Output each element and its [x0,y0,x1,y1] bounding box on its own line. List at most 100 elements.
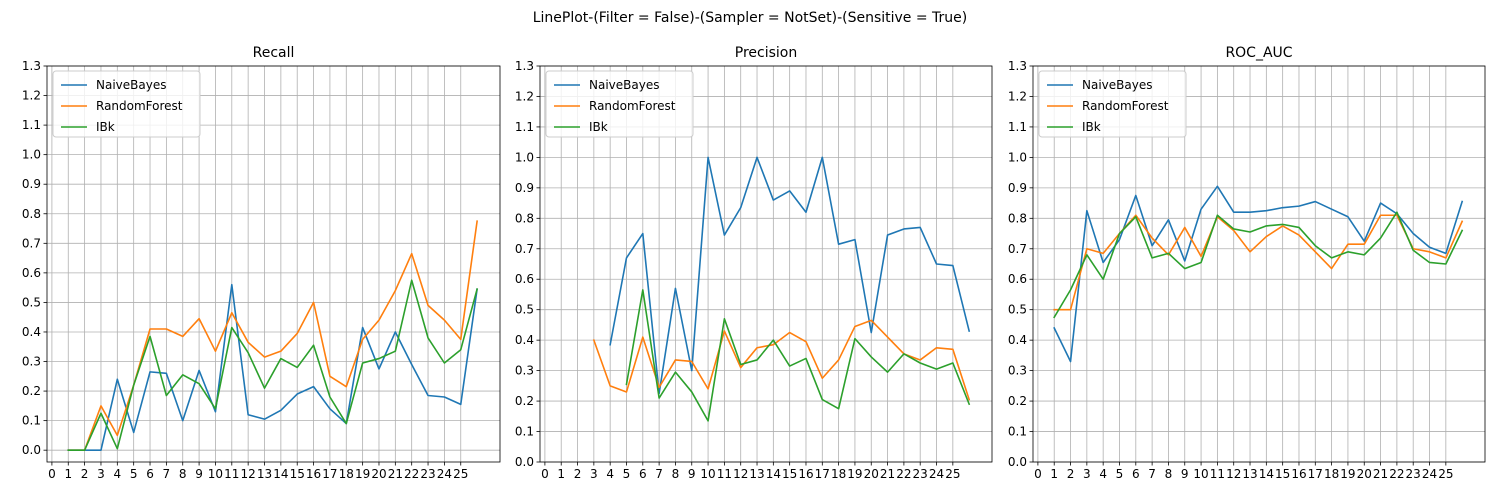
roc-auc-y-tick-label: 0.6 [1008,272,1027,286]
roc-auc-x-tick-label: 17 [1308,467,1323,481]
roc-auc-legend-label-naivebayes: NaiveBayes [1082,78,1152,92]
roc-auc-x-tick-label: 2 [1067,467,1075,481]
roc-auc-x-tick-label: 19 [1340,467,1355,481]
recall-x-tick-label: 4 [114,467,122,481]
precision-x-tick-label: 11 [717,467,732,481]
recall-legend-box [52,70,201,138]
recall-y-tick-label: 0.8 [22,207,41,221]
precision-panel: Precision 0 1 2 3 4 5 6 7 8 9 10 11 12 13 14 15 16 17 18 19… [515,45,993,481]
recall-x-tick-label: 3 [97,467,105,481]
recall-x-tick-label: 24 [437,467,452,481]
recall-title: Recall [253,45,295,61]
precision-y-tick-label: 1.3 [515,59,534,73]
roc-auc-legend-box [1038,70,1187,138]
roc-auc-x-tick-label: 8 [1165,467,1173,481]
recall-legend-label-ibk: IBk [96,120,115,134]
precision-y-tick-label: 1.1 [515,120,534,134]
figure-title: LinePlot-(Filter = False)-(Sampler = Not… [533,10,968,26]
precision-legend-label-naivebayes: NaiveBayes [589,78,659,92]
precision-x-tick-label: 9 [688,467,696,481]
precision-x-tick-label: 24 [929,467,944,481]
precision-x-tick-label: 7 [655,467,663,481]
precision-x-tick-label: 15 [782,467,797,481]
roc-auc-x-tick-label: 24 [1422,467,1437,481]
roc-auc-y-tick-label: 0.9 [1008,181,1027,195]
roc-auc-series-naivebayes-line [1053,185,1464,363]
recall-y-tick-label: 0.1 [22,414,41,428]
recall-x-tick-label: 0 [48,467,56,481]
roc-auc-x-tick-label: 21 [1373,467,1388,481]
recall-x-tick-label: 21 [388,467,403,481]
recall-x-tick-label: 15 [290,467,305,481]
roc-auc-y-tick-label: 1.1 [1008,120,1027,134]
precision-y-tick-label: 0.5 [515,303,534,317]
recall-x-tick-label: 22 [404,467,419,481]
roc-auc-x-tick-label: 10 [1193,467,1208,481]
recall-x-tick-label: 11 [224,467,239,481]
roc-auc-x-tick-label: 25 [1438,467,1453,481]
recall-x-tick-label: 10 [208,467,223,481]
precision-x-tick-label: 10 [700,467,715,481]
roc-auc-y-tick-label: 0.5 [1008,303,1027,317]
precision-x-tick-label: 1 [557,467,565,481]
precision-x-tick-label: 16 [798,467,813,481]
precision-x-tick-label: 17 [815,467,830,481]
precision-y-tick-label: 0.2 [515,394,534,408]
roc-auc-y-tick-label: 0.1 [1008,425,1027,439]
recall-series-randomforest-line [67,220,479,451]
roc-auc-y-tick-label: 1.0 [1008,150,1027,164]
roc-auc-y-tick-label: 0.8 [1008,211,1027,225]
recall-series-naivebayes-line [67,283,479,451]
roc-auc-x-tick-label: 9 [1181,467,1189,481]
precision-legend-label-ibk: IBk [589,120,608,134]
roc-auc-x-tick-label: 16 [1291,467,1306,481]
recall-y-tick-label: 1.2 [22,89,41,103]
roc-auc-x-tick-label: 0 [1034,467,1042,481]
roc-auc-x-tick-label: 11 [1210,467,1225,481]
recall-panel: Recall 0 1 2 3 4 5 6 7 8 9 10 11 12 13 14 15 16 17 18 19 20 2… [22,45,501,481]
recall-axes-frame [46,65,501,463]
roc-auc-panel: ROC_AUC 0 1 2 3 4 5 6 7 8 9 10 11 12 13 14 15 16 17 18 19 20… [1008,45,1486,481]
precision-series-naivebayes-line [609,156,971,395]
roc-auc-x-tick-label: 23 [1406,467,1421,481]
precision-x-tick-label: 0 [541,467,549,481]
recall-y-tick-label: 0.6 [22,266,41,280]
roc-auc-legend-label-randomforest: RandomForest [1082,99,1169,113]
precision-x-tick-label: 19 [847,467,862,481]
roc-auc-legend: NaiveBayes RandomForest IBk [1038,70,1187,138]
roc-auc-x-tick-label: 22 [1389,467,1404,481]
precision-x-tick-label: 8 [672,467,680,481]
precision-x-tick-label: 13 [749,467,764,481]
roc-auc-y-tick-label: 0.2 [1008,394,1027,408]
precision-x-tick-label: 2 [574,467,582,481]
recall-x-tick-label: 9 [195,467,203,481]
recall-x-tick-label: 17 [322,467,337,481]
recall-legend-label-naivebayes: NaiveBayes [96,78,166,92]
recall-x-tick-label: 18 [339,467,354,481]
precision-y-tick-label: 0.3 [515,364,534,378]
recall-y-tick-label: 0.2 [22,384,41,398]
precision-x-tick-label: 5 [623,467,631,481]
recall-legend-label-randomforest: RandomForest [96,99,183,113]
precision-axes-frame [539,65,993,463]
recall-x-tick-label: 14 [273,467,288,481]
recall-x-tick-label: 6 [146,467,154,481]
precision-legend: NaiveBayes RandomForest IBk [545,70,694,138]
recall-y-tick-label: 0.3 [22,355,41,369]
roc-auc-series-ibk-line [1053,211,1464,319]
roc-auc-x-tick-label: 5 [1116,467,1124,481]
recall-x-tick-label: 13 [257,467,272,481]
precision-x-tick-label: 4 [606,467,614,481]
roc-auc-y-tick-label: 0.3 [1008,364,1027,378]
precision-x-tick-label: 6 [639,467,647,481]
precision-legend-box [545,70,694,138]
roc-auc-x-tick-label: 4 [1099,467,1107,481]
precision-legend-label-randomforest: RandomForest [589,99,676,113]
roc-auc-y-tick-label: 1.3 [1008,59,1027,73]
recall-y-tick-label: 0.5 [22,295,41,309]
precision-x-tick-label: 3 [590,467,598,481]
precision-x-tick-label: 21 [880,467,895,481]
recall-y-tick-label: 1.0 [22,148,41,162]
precision-y-tick-label: 1.0 [515,150,534,164]
precision-y-tick-label: 0.1 [515,425,534,439]
